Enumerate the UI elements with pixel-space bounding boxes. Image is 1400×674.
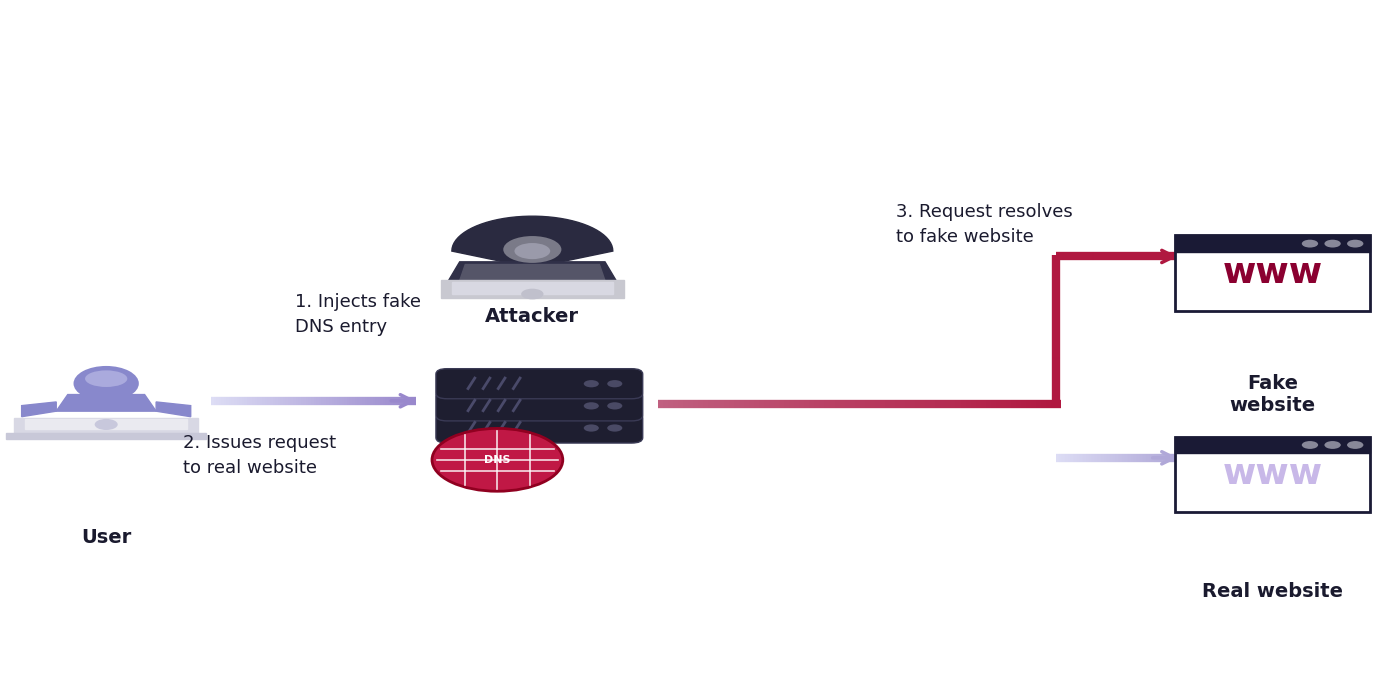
Text: www: www xyxy=(1222,256,1323,290)
Ellipse shape xyxy=(503,236,561,263)
Polygon shape xyxy=(459,264,605,280)
Text: 1. Injects fake
DNS entry: 1. Injects fake DNS entry xyxy=(295,293,421,336)
Circle shape xyxy=(521,288,543,299)
Text: DNS: DNS xyxy=(484,455,511,465)
FancyBboxPatch shape xyxy=(1176,437,1371,454)
Circle shape xyxy=(95,419,118,430)
Circle shape xyxy=(1302,240,1319,247)
Circle shape xyxy=(1347,441,1364,449)
Ellipse shape xyxy=(85,371,127,387)
FancyBboxPatch shape xyxy=(435,369,643,399)
Polygon shape xyxy=(157,402,190,417)
Text: User: User xyxy=(81,528,132,547)
Text: Real website: Real website xyxy=(1203,582,1344,601)
Polygon shape xyxy=(21,402,56,417)
Text: Fake
website: Fake website xyxy=(1229,374,1316,415)
Circle shape xyxy=(584,425,599,431)
Text: Attacker: Attacker xyxy=(486,307,580,326)
Polygon shape xyxy=(448,262,616,280)
Text: www: www xyxy=(1222,458,1323,491)
FancyBboxPatch shape xyxy=(1176,235,1371,311)
Circle shape xyxy=(1302,441,1319,449)
Polygon shape xyxy=(452,216,613,280)
Polygon shape xyxy=(14,418,199,433)
FancyBboxPatch shape xyxy=(1176,437,1371,512)
Circle shape xyxy=(1324,441,1341,449)
FancyBboxPatch shape xyxy=(435,391,643,421)
Ellipse shape xyxy=(514,243,550,259)
Polygon shape xyxy=(452,282,613,294)
Circle shape xyxy=(608,425,623,431)
Circle shape xyxy=(433,429,563,491)
Circle shape xyxy=(608,402,623,410)
Circle shape xyxy=(1324,240,1341,247)
Text: 3. Request resolves
to fake website: 3. Request resolves to fake website xyxy=(896,203,1072,246)
FancyBboxPatch shape xyxy=(1176,235,1371,252)
Circle shape xyxy=(584,380,599,388)
Ellipse shape xyxy=(74,366,139,401)
Text: 2. Issues request
to real website: 2. Issues request to real website xyxy=(183,434,336,477)
Polygon shape xyxy=(25,419,186,429)
FancyBboxPatch shape xyxy=(435,413,643,443)
Polygon shape xyxy=(6,433,206,439)
Polygon shape xyxy=(56,394,157,411)
Circle shape xyxy=(608,380,623,388)
Circle shape xyxy=(1347,240,1364,247)
Circle shape xyxy=(584,402,599,410)
Polygon shape xyxy=(441,280,624,298)
